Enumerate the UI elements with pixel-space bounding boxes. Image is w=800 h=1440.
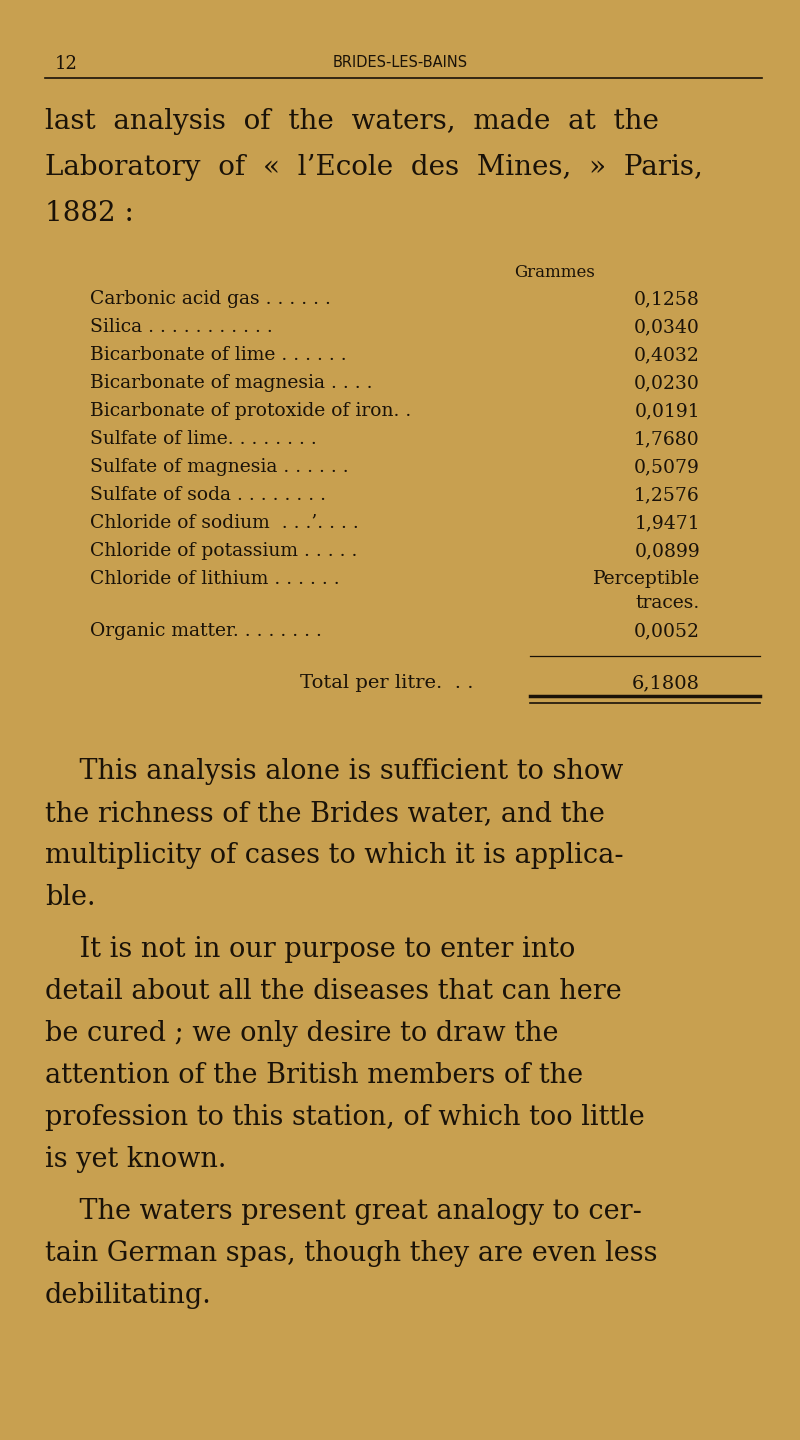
Text: 0,0340: 0,0340 xyxy=(634,318,700,336)
Text: BRIDES-LES-BAINS: BRIDES-LES-BAINS xyxy=(333,55,467,71)
Text: 1882 :: 1882 : xyxy=(45,200,134,228)
Text: Sulfate of lime. . . . . . . .: Sulfate of lime. . . . . . . . xyxy=(90,431,317,448)
Text: 0,1258: 0,1258 xyxy=(634,289,700,308)
Text: profession to this station, of which too little: profession to this station, of which too… xyxy=(45,1104,645,1130)
Text: 0,0230: 0,0230 xyxy=(634,374,700,392)
Text: Chloride of sodium  . . .’. . . .: Chloride of sodium . . .’. . . . xyxy=(90,514,358,531)
Text: multiplicity of cases to which it is applica-: multiplicity of cases to which it is app… xyxy=(45,842,624,868)
Text: tain German spas, though they are even less: tain German spas, though they are even l… xyxy=(45,1240,658,1267)
Text: Total per litre.  . .: Total per litre. . . xyxy=(300,674,474,693)
Text: The waters present great analogy to cer-: The waters present great analogy to cer- xyxy=(45,1198,642,1225)
Text: It is not in our purpose to enter into: It is not in our purpose to enter into xyxy=(45,936,575,963)
Text: 0,0052: 0,0052 xyxy=(634,622,700,639)
Text: 0,0191: 0,0191 xyxy=(634,402,700,420)
Text: last  analysis  of  the  waters,  made  at  the: last analysis of the waters, made at the xyxy=(45,108,659,135)
Text: Silica . . . . . . . . . . .: Silica . . . . . . . . . . . xyxy=(90,318,273,336)
Text: 0,0899: 0,0899 xyxy=(634,541,700,560)
Text: Chloride of lithium . . . . . .: Chloride of lithium . . . . . . xyxy=(90,570,340,588)
Text: Sulfate of soda . . . . . . . .: Sulfate of soda . . . . . . . . xyxy=(90,487,326,504)
Text: traces.: traces. xyxy=(636,593,700,612)
Text: 6,1808: 6,1808 xyxy=(632,674,700,693)
Text: 0,5079: 0,5079 xyxy=(634,458,700,477)
Text: 1,7680: 1,7680 xyxy=(634,431,700,448)
Text: 1,9471: 1,9471 xyxy=(634,514,700,531)
Text: Sulfate of magnesia . . . . . .: Sulfate of magnesia . . . . . . xyxy=(90,458,349,477)
Text: Organic matter. . . . . . . .: Organic matter. . . . . . . . xyxy=(90,622,322,639)
Text: Perceptible: Perceptible xyxy=(593,570,700,588)
Text: 12: 12 xyxy=(55,55,78,73)
Text: This analysis alone is sufficient to show: This analysis alone is sufficient to sho… xyxy=(45,757,623,785)
Text: Laboratory  of  «  l’Ecole  des  Mines,  »  Paris,: Laboratory of « l’Ecole des Mines, » Par… xyxy=(45,154,703,181)
Text: Bicarbonate of magnesia . . . .: Bicarbonate of magnesia . . . . xyxy=(90,374,373,392)
Text: Bicarbonate of lime . . . . . .: Bicarbonate of lime . . . . . . xyxy=(90,346,346,364)
Text: Carbonic acid gas . . . . . .: Carbonic acid gas . . . . . . xyxy=(90,289,331,308)
Text: 0,4032: 0,4032 xyxy=(634,346,700,364)
Text: Chloride of potassium . . . . .: Chloride of potassium . . . . . xyxy=(90,541,358,560)
Text: detail about all the diseases that can here: detail about all the diseases that can h… xyxy=(45,978,622,1005)
Text: the richness of the Brides water, and the: the richness of the Brides water, and th… xyxy=(45,801,605,827)
Text: Bicarbonate of protoxide of iron. .: Bicarbonate of protoxide of iron. . xyxy=(90,402,411,420)
Text: debilitating.: debilitating. xyxy=(45,1282,212,1309)
Text: 1,2576: 1,2576 xyxy=(634,487,700,504)
Text: Grammes: Grammes xyxy=(514,264,595,281)
Text: attention of the British members of the: attention of the British members of the xyxy=(45,1063,583,1089)
Text: is yet known.: is yet known. xyxy=(45,1146,226,1174)
Text: ble.: ble. xyxy=(45,884,95,912)
Text: be cured ; we only desire to draw the: be cured ; we only desire to draw the xyxy=(45,1020,558,1047)
